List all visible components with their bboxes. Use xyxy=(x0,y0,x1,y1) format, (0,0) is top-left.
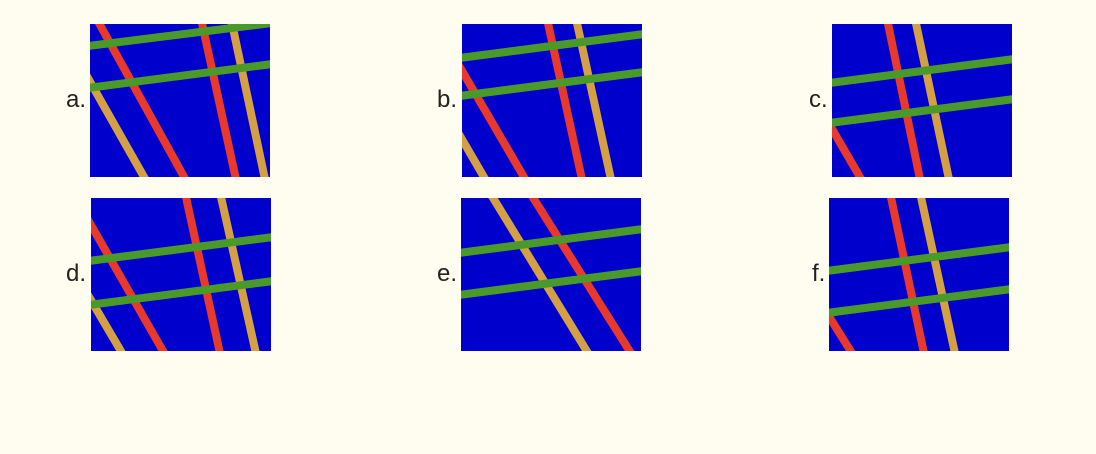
option-label: b. xyxy=(437,86,458,113)
option-e-image[interactable] xyxy=(461,198,641,351)
green-band-strip xyxy=(832,95,1012,127)
red-steep-strip xyxy=(883,24,924,177)
option-label: c. xyxy=(809,86,828,113)
red-diagonal-strip xyxy=(91,216,168,351)
red-steep-strip xyxy=(198,24,240,177)
red-diagonal-strip xyxy=(829,308,856,351)
tan-steep-strip xyxy=(217,198,260,351)
tan-diagonal-strip xyxy=(488,198,592,351)
red-diagonal-strip xyxy=(832,120,865,177)
option-label: a. xyxy=(66,86,87,113)
green-band-strip xyxy=(461,267,641,299)
tan-steep-strip xyxy=(917,198,959,351)
red-diagonal-strip xyxy=(462,62,529,177)
tan-diagonal-strip xyxy=(462,131,489,177)
option-label: e. xyxy=(437,260,458,287)
green-band-strip xyxy=(462,30,642,62)
option-b-image[interactable] xyxy=(462,24,642,177)
panel-background xyxy=(90,24,270,177)
tan-steep-strip xyxy=(228,24,269,177)
green-band-strip xyxy=(832,55,1012,87)
green-band-strip xyxy=(90,24,270,50)
green-band-strip xyxy=(90,60,270,92)
green-band-strip xyxy=(461,225,641,257)
option-c-image[interactable] xyxy=(832,24,1012,177)
green-band-strip xyxy=(829,243,1009,275)
option-label: d. xyxy=(66,260,87,287)
green-band-strip xyxy=(91,277,271,309)
green-band-strip xyxy=(462,68,642,100)
green-band-strip xyxy=(91,233,271,265)
red-steep-strip xyxy=(887,198,928,351)
option-a-image[interactable] xyxy=(90,24,270,177)
red-steep-strip xyxy=(182,198,224,351)
option-f-image[interactable] xyxy=(829,198,1009,351)
option-label: f. xyxy=(812,260,826,287)
option-d-image[interactable] xyxy=(91,198,271,351)
green-band-strip xyxy=(829,285,1009,317)
red-diagonal-strip xyxy=(528,198,635,351)
tan-steep-strip xyxy=(912,24,953,177)
